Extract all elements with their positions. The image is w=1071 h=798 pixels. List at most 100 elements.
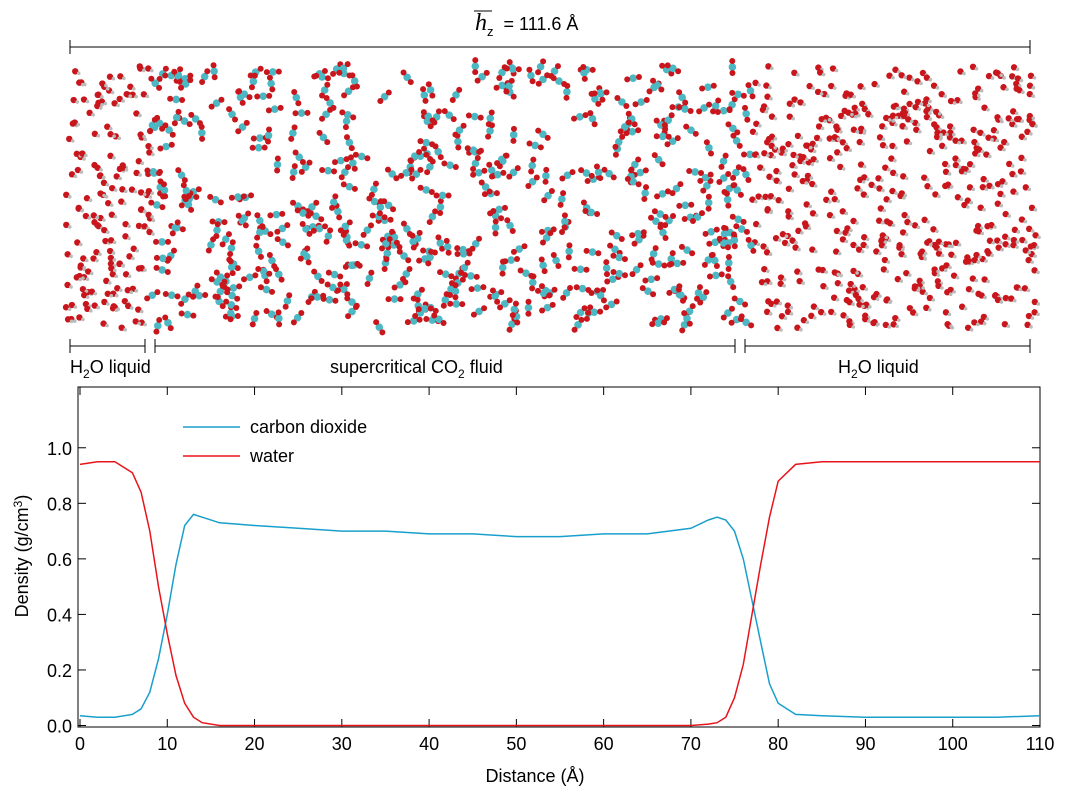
carbon (704, 83, 712, 91)
oxygen (729, 70, 735, 76)
oxygen (618, 128, 624, 134)
hydrogen (991, 186, 995, 190)
hydrogen (862, 180, 866, 184)
oxygen (456, 87, 462, 93)
oxygen (725, 121, 731, 127)
carbon (439, 192, 447, 200)
oxygen (550, 302, 556, 308)
oxygen (669, 104, 675, 110)
oxygen (389, 229, 395, 235)
hydrogen (104, 102, 108, 106)
hydrogen (114, 215, 118, 219)
hydrogen (1036, 313, 1040, 317)
hydrogen (1032, 116, 1036, 120)
hydrogen (972, 188, 976, 192)
carbon (159, 255, 167, 263)
carbon (168, 291, 176, 299)
oxygen (490, 208, 496, 214)
hydrogen (963, 141, 967, 145)
hydrogen (984, 259, 988, 263)
oxygen (325, 281, 331, 287)
hydrogen (127, 237, 131, 241)
hydrogen (76, 123, 80, 127)
oxygen (592, 90, 598, 96)
oxygen (354, 261, 360, 267)
oxygen (717, 236, 723, 242)
x-tick-label: 60 (594, 734, 614, 754)
oxygen (461, 123, 467, 129)
carbon (337, 157, 345, 165)
oxygen (511, 249, 517, 255)
hydrogen (884, 127, 888, 131)
oxygen (567, 285, 573, 291)
hydrogen (791, 189, 795, 193)
hydrogen (981, 150, 985, 154)
oxygen (253, 243, 259, 249)
oxygen (427, 219, 433, 225)
hydrogen (150, 215, 154, 219)
oxygen (220, 283, 226, 289)
oxygen (364, 243, 370, 249)
hydrogen (926, 178, 930, 182)
hydrogen (1024, 137, 1028, 141)
oxygen (177, 66, 183, 72)
oxygen (479, 179, 485, 185)
oxygen (476, 236, 482, 242)
hydrogen (908, 273, 912, 277)
length-subscript: z (487, 24, 494, 39)
x-tick-label: 90 (855, 734, 875, 754)
carbon (250, 78, 258, 86)
carbon (422, 186, 430, 194)
hydrogen (985, 179, 989, 183)
oxygen (254, 212, 260, 218)
oxygen (435, 234, 441, 240)
oxygen (423, 152, 429, 158)
carbon (149, 168, 157, 176)
oxygen (706, 206, 712, 212)
hydrogen (1016, 68, 1020, 72)
carbon (427, 86, 435, 94)
hydrogen (1007, 237, 1011, 241)
hydrogen (887, 260, 891, 264)
hydrogen (119, 288, 123, 292)
oxygen (382, 266, 388, 272)
carbon (228, 263, 236, 271)
oxygen (670, 250, 676, 256)
hydrogen (982, 133, 986, 137)
oxygen (489, 109, 495, 115)
oxygen (706, 241, 712, 247)
hydrogen (1014, 174, 1018, 178)
hydrogen (917, 226, 921, 230)
oxygen (494, 85, 500, 91)
oxygen (306, 160, 312, 166)
hydrogen (813, 316, 817, 320)
oxygen (648, 215, 654, 221)
hydrogen (79, 243, 83, 247)
oxygen (298, 256, 304, 262)
oxygen (295, 207, 301, 213)
oxygen (236, 283, 242, 289)
oxygen (646, 88, 652, 94)
hydrogen (888, 239, 892, 243)
hydrogen (99, 168, 103, 172)
oxygen (430, 117, 436, 123)
oxygen (332, 193, 338, 199)
hydrogen (977, 154, 981, 158)
hydrogen (845, 316, 849, 320)
hydrogen (956, 276, 960, 280)
hydrogen (1031, 94, 1035, 98)
hydrogen (839, 130, 843, 134)
hydrogen (113, 258, 117, 262)
oxygen (321, 296, 327, 302)
oxygen (337, 282, 343, 288)
oxygen (168, 325, 174, 331)
oxygen (610, 253, 616, 259)
oxygen (252, 73, 258, 79)
carbon (629, 74, 637, 82)
carbon (721, 230, 729, 238)
oxygen (163, 291, 169, 297)
oxygen (416, 149, 422, 155)
hydrogen (140, 310, 144, 314)
oxygen (682, 216, 688, 222)
hydrogen (1000, 300, 1004, 304)
